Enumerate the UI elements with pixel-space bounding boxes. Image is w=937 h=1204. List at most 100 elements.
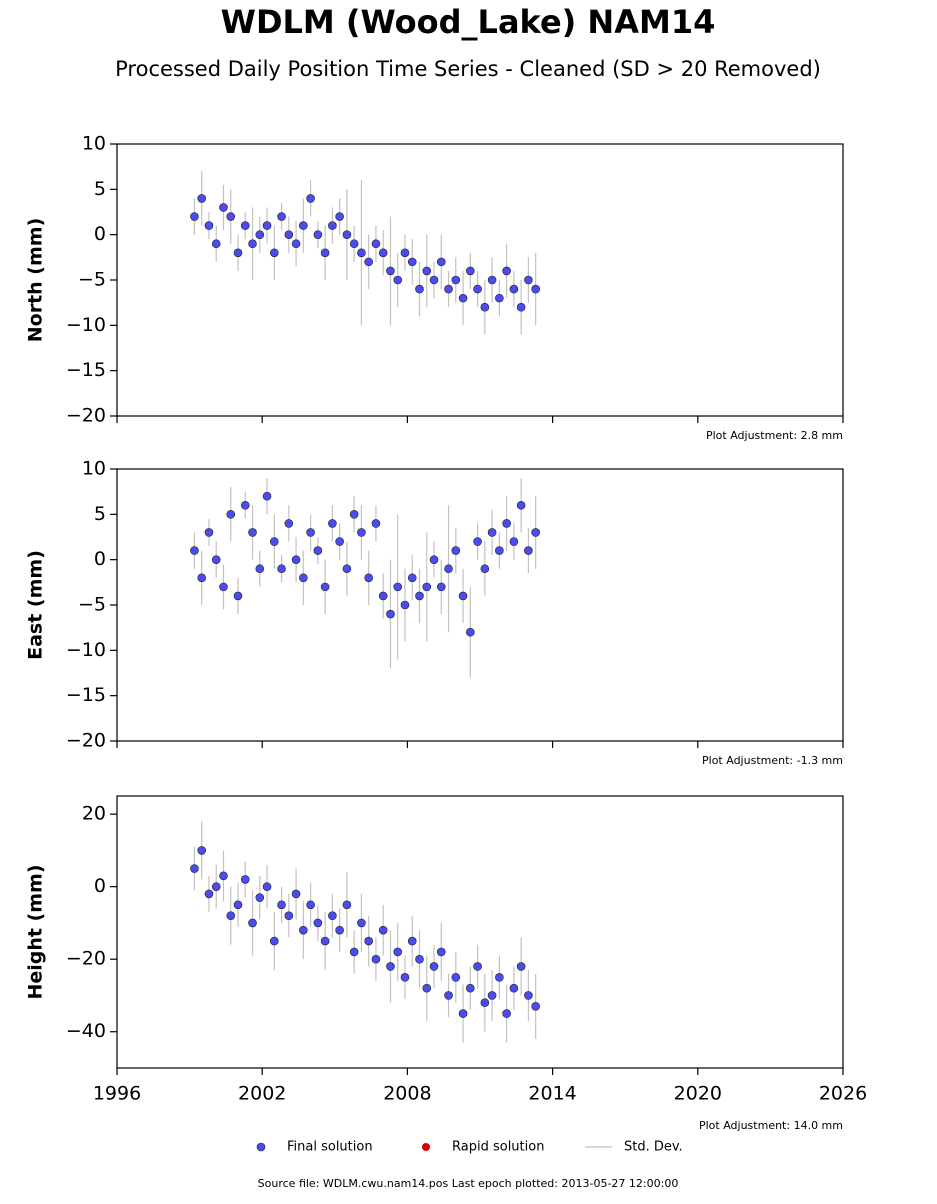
- point: [371, 239, 381, 249]
- point: [378, 248, 388, 258]
- point: [313, 546, 323, 555]
- frame: [116, 143, 844, 417]
- point: [393, 582, 403, 592]
- point: [393, 275, 403, 285]
- point: [269, 537, 279, 546]
- point: [342, 564, 352, 574]
- point: [458, 1009, 468, 1018]
- x-tick-label: 2026: [819, 1083, 867, 1105]
- x-tick-label: 2020: [674, 1083, 722, 1105]
- point: [422, 582, 432, 592]
- y-tick-label: −10: [66, 314, 106, 336]
- point: [466, 983, 475, 993]
- point: [400, 600, 410, 610]
- point: [473, 284, 482, 294]
- y-tick-label: 10: [82, 133, 106, 155]
- point: [277, 212, 286, 221]
- y-tick-label: 0: [94, 223, 106, 245]
- point: [291, 555, 301, 564]
- point: [516, 302, 526, 312]
- point: [299, 221, 308, 230]
- y-tick-label: −15: [66, 684, 106, 706]
- point: [531, 284, 540, 294]
- legend-marker: [256, 1142, 266, 1152]
- point: [284, 230, 294, 239]
- point: [313, 230, 323, 239]
- y-tick-label: 0: [94, 875, 106, 897]
- point: [422, 266, 432, 276]
- point: [480, 998, 490, 1008]
- point: [255, 230, 265, 239]
- point: [277, 900, 286, 910]
- point: [320, 936, 330, 946]
- y-tick-label: 5: [94, 178, 106, 200]
- point: [422, 983, 432, 993]
- y-tick-label: 0: [94, 548, 106, 570]
- x-tick-label: 2002: [238, 1083, 286, 1105]
- point: [444, 564, 453, 574]
- y-tick-label: −20: [66, 405, 106, 427]
- point: [495, 293, 504, 303]
- point: [248, 918, 257, 928]
- point: [219, 871, 228, 881]
- point: [509, 284, 519, 294]
- point: [509, 983, 519, 993]
- point: [386, 609, 395, 619]
- point: [364, 936, 373, 946]
- point: [211, 882, 221, 891]
- point: [473, 537, 482, 546]
- y-tick-label: −20: [66, 730, 106, 752]
- legend-label: Rapid solution: [452, 1140, 544, 1155]
- point: [313, 918, 323, 928]
- point: [204, 528, 214, 537]
- point: [357, 918, 366, 928]
- point: [277, 564, 286, 574]
- plot-area: [190, 821, 540, 1043]
- point: [349, 239, 359, 249]
- point: [393, 947, 403, 957]
- point: [502, 1009, 511, 1018]
- point: [407, 936, 417, 946]
- point: [211, 239, 221, 249]
- point: [451, 973, 461, 982]
- point: [524, 991, 533, 1000]
- point: [240, 221, 250, 230]
- point: [516, 500, 526, 510]
- point: [349, 947, 359, 957]
- plot-area: [190, 171, 540, 335]
- point: [299, 573, 308, 583]
- point: [458, 293, 468, 303]
- point: [233, 591, 243, 601]
- y-tick-label: −15: [66, 359, 106, 381]
- point: [255, 893, 265, 902]
- point: [291, 239, 301, 249]
- point: [400, 973, 410, 982]
- point: [219, 203, 228, 212]
- point: [306, 528, 315, 537]
- y-tick-label: −40: [66, 1020, 106, 1042]
- point: [342, 230, 352, 239]
- point: [262, 882, 272, 891]
- footer: Source file: WDLM.cwu.nam14.pos Last epo…: [258, 1177, 679, 1190]
- point: [197, 846, 206, 855]
- point: [284, 519, 294, 528]
- point: [451, 275, 461, 285]
- point: [248, 528, 257, 537]
- point: [502, 266, 511, 276]
- point: [524, 275, 533, 285]
- x-tick-label: 2008: [383, 1083, 431, 1105]
- frame: [116, 468, 844, 742]
- point: [531, 528, 540, 537]
- annotation: Plot Adjustment: 14.0 mm: [699, 1119, 843, 1132]
- annotation: Plot Adjustment: 2.8 mm: [706, 429, 843, 442]
- point: [480, 564, 490, 574]
- point: [226, 212, 236, 221]
- point: [487, 528, 497, 537]
- point: [233, 900, 243, 910]
- point: [415, 954, 424, 964]
- point: [320, 582, 330, 592]
- point: [378, 925, 388, 935]
- point: [458, 591, 468, 601]
- point: [364, 257, 373, 267]
